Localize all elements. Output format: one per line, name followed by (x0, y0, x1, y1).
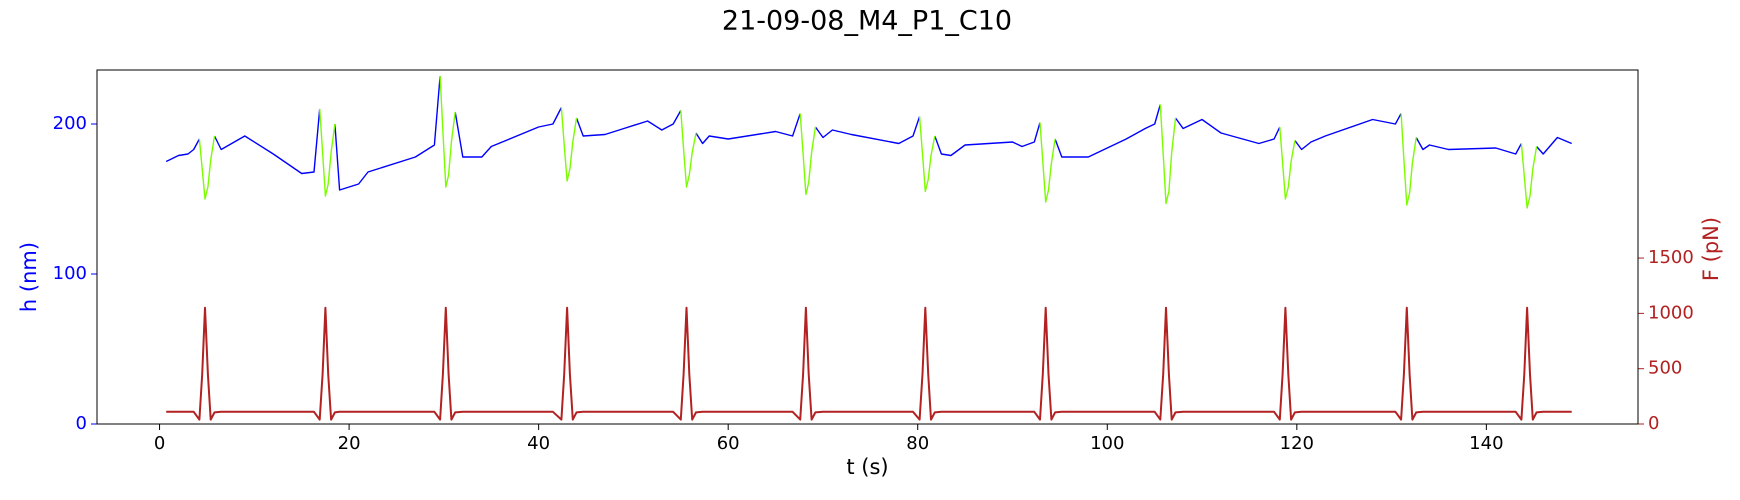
y2-tick-label: 1000 (1648, 302, 1694, 323)
chart-title: 21-09-08_M4_P1_C10 (722, 6, 1012, 37)
plot-frame (96, 69, 1639, 425)
x-tick-label: 100 (1090, 433, 1124, 454)
y2-axis-label: F (pN) (1699, 217, 1723, 281)
y-tick-label: 100 (53, 263, 87, 284)
x-tick-label: 80 (906, 433, 929, 454)
x-tick-label: 140 (1469, 433, 1503, 454)
y2-tick-label: 0 (1648, 413, 1659, 434)
x-axis-label: t (s) (846, 455, 888, 479)
data-line (166, 306, 1572, 421)
data-line (165, 75, 1572, 191)
x-tick-label: 60 (717, 433, 740, 454)
x-tick-label: 120 (1280, 433, 1314, 454)
y-axis-label: h (nm) (17, 242, 41, 312)
y2-tick-label: 1500 (1648, 247, 1694, 268)
y2-tick-label: 500 (1648, 358, 1682, 379)
x-tick-label: 0 (154, 433, 165, 454)
data-line (198, 75, 1538, 209)
y-tick-label: 200 (53, 113, 87, 134)
x-tick-label: 40 (527, 433, 550, 454)
y-tick-label: 0 (76, 413, 87, 434)
x-tick-label: 20 (338, 433, 361, 454)
